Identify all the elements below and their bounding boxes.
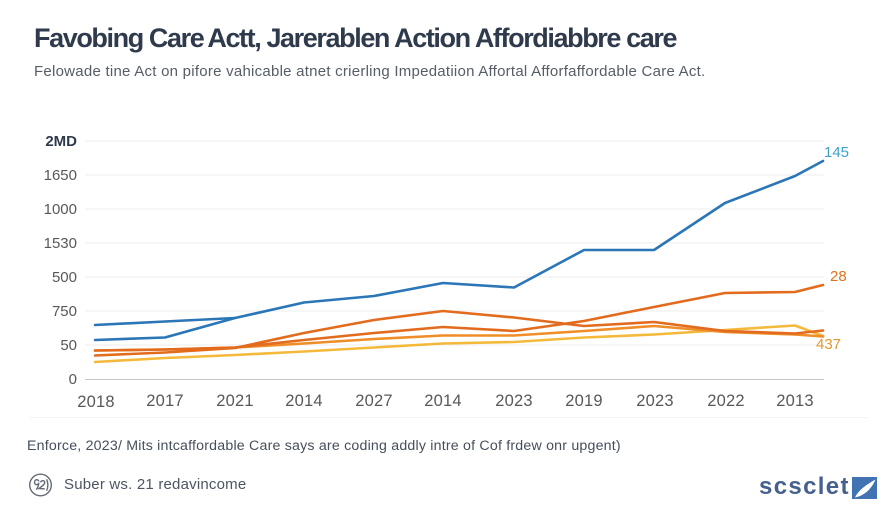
svg-text:2014: 2014 <box>285 392 323 410</box>
svg-text:2013: 2013 <box>776 392 814 410</box>
svg-text:2014: 2014 <box>424 392 462 410</box>
svg-text:2023: 2023 <box>495 392 533 410</box>
svg-text:437: 437 <box>816 336 841 353</box>
svg-text:2022: 2022 <box>707 392 745 410</box>
svg-text:500: 500 <box>52 269 77 286</box>
svg-text:2021: 2021 <box>216 392 254 410</box>
svg-text:0: 0 <box>69 371 77 388</box>
svg-text:50: 50 <box>60 337 77 354</box>
svg-text:2MD: 2MD <box>45 133 77 150</box>
svg-text:1530: 1530 <box>44 235 77 252</box>
svg-text:2018: 2018 <box>77 393 115 411</box>
svg-text:1650: 1650 <box>44 167 77 184</box>
svg-text:1000: 1000 <box>44 201 77 218</box>
svg-text:28: 28 <box>830 268 847 285</box>
svg-text:2023: 2023 <box>636 392 674 410</box>
svg-text:2019: 2019 <box>565 392 603 410</box>
svg-text:2027: 2027 <box>355 392 393 410</box>
svg-text:2017: 2017 <box>146 392 184 410</box>
svg-text:145: 145 <box>824 144 849 161</box>
svg-text:750: 750 <box>52 303 77 320</box>
